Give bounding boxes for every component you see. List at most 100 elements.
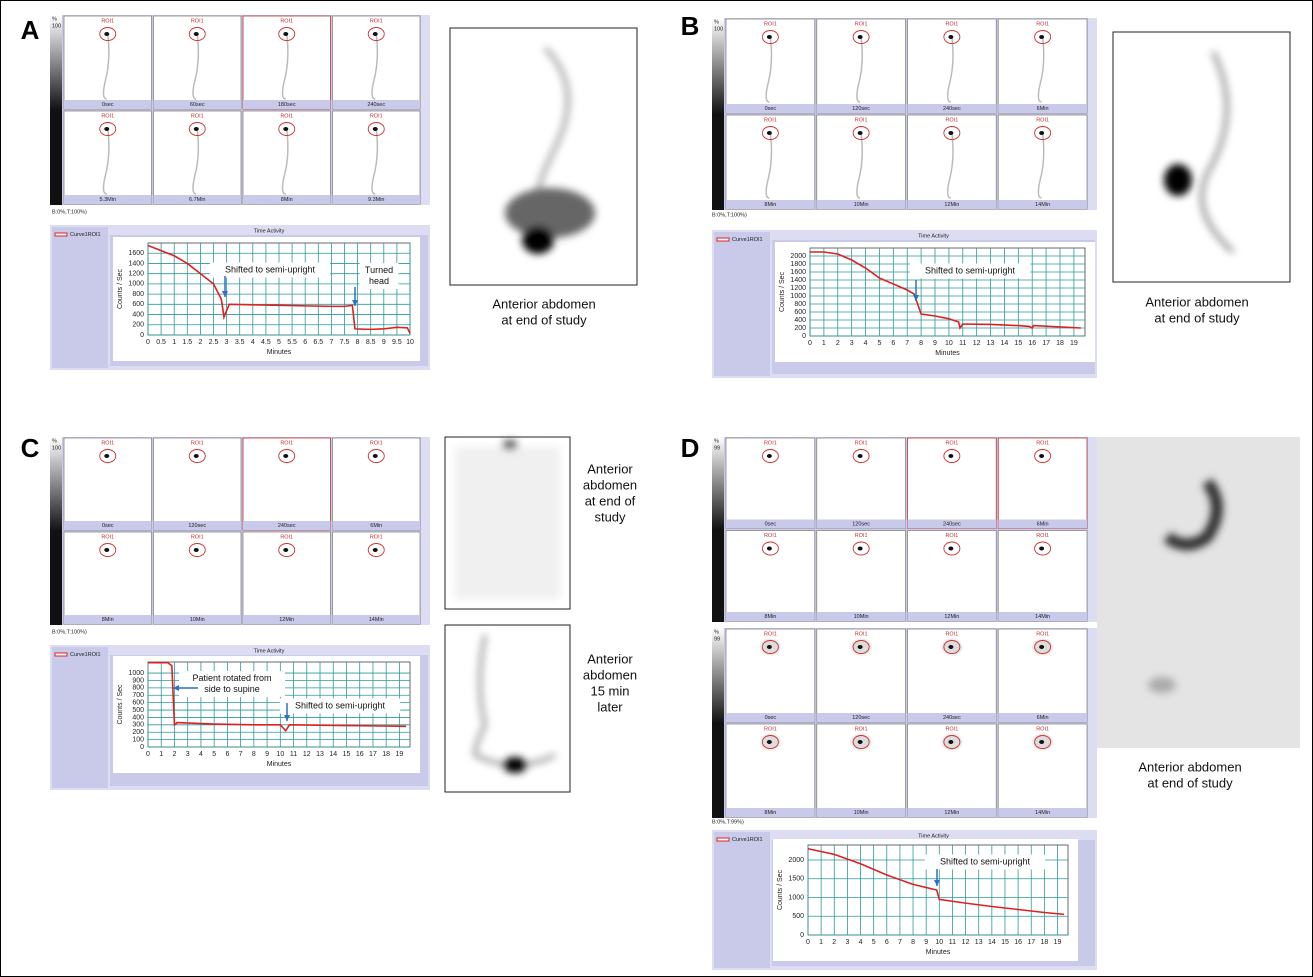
x-tick-label: 16	[1014, 939, 1022, 946]
x-tick-label: 3	[186, 751, 190, 758]
legend-swatch	[54, 232, 68, 237]
x-tick-label: 8	[919, 340, 923, 347]
roi-circle	[367, 449, 385, 463]
x-tick-label: 19	[396, 751, 404, 758]
roi-circle	[852, 735, 870, 749]
scan-image	[1112, 31, 1291, 283]
x-tick-label: 3	[225, 339, 229, 346]
y-tick-label: 1000	[790, 293, 806, 300]
tracer-trail	[371, 33, 379, 100]
frame	[63, 531, 152, 625]
y-tick-label: 200	[132, 322, 144, 329]
scale-label: 100	[52, 23, 61, 29]
frame-label: 0sec	[765, 521, 777, 527]
frame-label-band	[64, 195, 152, 204]
frame-label: 0sec	[102, 102, 114, 108]
tracer-bolus	[766, 35, 772, 39]
y-axis-label: Counts / Sec	[117, 268, 124, 309]
tracer-bolus	[766, 546, 772, 551]
roi-label: ROI1	[855, 440, 868, 446]
frame-label-band	[907, 519, 997, 529]
image-caption: at end of	[585, 493, 636, 508]
roi-label: ROI1	[191, 534, 204, 540]
roi-label: ROI1	[855, 533, 868, 539]
tracer-bolus	[857, 35, 863, 39]
panel-letter: B	[681, 11, 700, 41]
scan-content	[505, 46, 595, 254]
x-tick-label: 5	[277, 339, 281, 346]
tracer-trail	[946, 132, 954, 199]
annotation-box	[909, 263, 1031, 279]
scan-content	[1148, 478, 1223, 693]
x-tick-label: 15	[1001, 939, 1009, 946]
tracer-trail	[1037, 36, 1045, 103]
frame	[907, 437, 997, 529]
roi-circle	[943, 735, 961, 749]
x-tick-label: 13	[975, 939, 983, 946]
tracer-bolus	[857, 645, 863, 649]
legend-swatch	[716, 837, 730, 842]
frame	[725, 530, 816, 622]
roi-circle	[1034, 449, 1052, 463]
roi-circle	[278, 27, 296, 41]
frame-label-band	[816, 200, 906, 209]
tracer-bolus	[1039, 546, 1045, 551]
legend-swatch	[716, 237, 730, 242]
x-tick-label: 2.5	[209, 339, 219, 346]
roi-label: ROI1	[280, 18, 293, 24]
x-tick-label: 5	[872, 939, 876, 946]
frame-label: 120sec	[852, 106, 870, 112]
x-tick-label: 8	[356, 339, 360, 346]
scan-content	[1164, 51, 1235, 254]
panel-letter: C	[21, 433, 40, 463]
x-tick-label: 6	[885, 939, 889, 946]
roi-label: ROI1	[370, 534, 383, 540]
x-tick-label: 16	[1028, 340, 1036, 347]
frame-label-band	[726, 612, 815, 621]
tracer-bolus	[948, 454, 954, 458]
frame-label-band	[332, 100, 420, 109]
frame-label-band	[907, 612, 997, 621]
x-tick-label: 5	[212, 751, 216, 758]
roi-label: ROI1	[1036, 440, 1049, 446]
roi-circle	[278, 449, 296, 463]
x-tick-label: 9	[924, 939, 928, 946]
tracer-bolus	[104, 454, 110, 458]
y-tick-label: 1500	[788, 876, 804, 883]
y-tick-label: 800	[794, 301, 806, 308]
tracer-bolus	[948, 645, 954, 649]
frame-label-band	[998, 519, 1087, 529]
x-tick-label: 0.5	[156, 339, 166, 346]
frame-label: 6Min	[1037, 521, 1049, 527]
x-tick-label: 3.5	[235, 339, 245, 346]
frame-label-band	[726, 713, 815, 722]
roi-circle	[99, 543, 117, 557]
roi-circle	[761, 30, 779, 44]
roi-label: ROI1	[370, 440, 383, 446]
frame-label-band	[907, 713, 997, 722]
frame-label-band	[153, 100, 241, 109]
y-tick-label: 200	[794, 325, 806, 332]
scale-bar-low	[50, 110, 62, 205]
frame-label-band	[816, 519, 906, 529]
legend-label: Curve1ROI1	[70, 232, 101, 238]
roi-circle	[761, 640, 779, 654]
roi-label: ROI1	[1036, 533, 1049, 539]
x-tick-label: 6	[303, 339, 307, 346]
scroll-bar	[1088, 628, 1097, 818]
frame-label: 0sec	[102, 523, 114, 529]
image-caption: Anterior abdomen	[492, 296, 595, 311]
tracer-bolus	[766, 454, 772, 458]
roi-circle	[367, 543, 385, 557]
tracer-bolus	[1039, 740, 1045, 744]
scroll-bar	[421, 15, 430, 205]
frame-label: 6Min	[370, 523, 382, 529]
y-tick-label: 1000	[128, 281, 144, 288]
roi-circle	[1034, 30, 1052, 44]
tracer-bolus	[766, 740, 772, 744]
tracer-bolus	[193, 548, 199, 552]
frame-label: 180sec	[278, 102, 296, 108]
annotation-box	[359, 263, 399, 289]
chart-title: Time Activity	[918, 233, 949, 239]
scale-bar-low	[712, 723, 724, 818]
